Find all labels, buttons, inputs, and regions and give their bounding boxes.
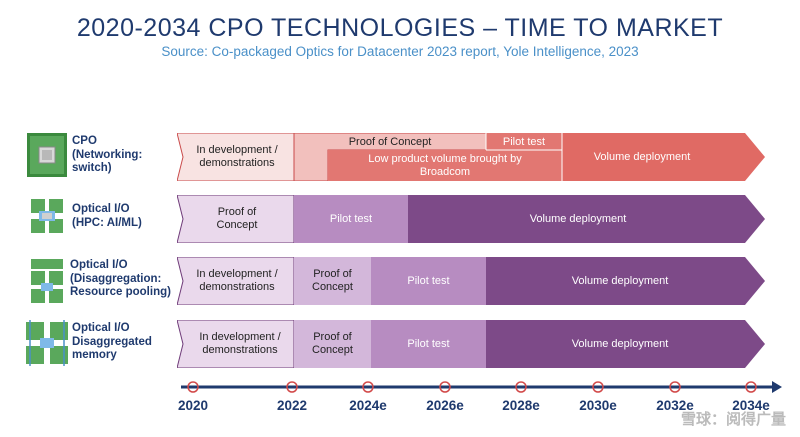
year-label: 2020 [177,398,209,413]
year-marker [745,381,757,393]
row-optical-io-disaggregation: Optical I/O (Disaggregation: Resource po… [0,257,800,305]
segment-proof-of-concept: Proof of Concept [312,331,353,356]
year-marker [187,381,199,393]
segment-volume-deployment: Volume deployment [571,337,669,350]
year-marker [362,381,374,393]
segment-proof-of-concept: Proof of Concept [312,268,353,293]
row-optical-io-memory: Optical I/O Disaggregated memory In deve… [0,320,800,368]
segment-pilot-test: Pilot test [502,135,546,148]
row-label-optical-io-memory: Optical I/O Disaggregated memory [72,322,152,361]
optical-io-memory-icon [24,320,70,366]
year-label: 2022 [276,398,308,413]
page-title: 2020-2034 CPO TECHNOLOGIES – TIME TO MAR… [76,14,724,42]
segment-pilot-test: Pilot test [329,212,373,225]
switch-chip-icon [27,133,67,177]
segment-volume-deployment: Volume deployment [529,212,627,225]
year-label: 2028e [502,398,540,413]
segment-in-development: In development / demonstrations [196,268,278,293]
year-label: 2026e [426,398,464,413]
timeline-arrow-cpo [177,133,765,181]
segment-proof-of-concept: Proof of Concept [348,135,432,148]
row-label-cpo: CPO (Networking: switch) [72,135,143,174]
year-marker [439,381,451,393]
segment-volume-deployment: Volume deployment [571,274,669,287]
segment-volume-deployment: Volume deployment [593,150,691,163]
timeline-arrow-optical-io-hpc [177,195,765,243]
segment-pilot-test: Pilot test [407,274,450,287]
row-cpo: CPO (Networking: switch) In development … [0,133,800,181]
page-subtitle: Source: Co-packaged Optics for Datacente… [161,44,639,59]
timeline-arrow-optical-io-disaggregation [177,257,765,305]
year-marker [592,381,604,393]
segment-low-volume-broadcom: Low product volume brought by Broadcom [368,153,522,178]
year-marker [669,381,681,393]
segment-in-development: In development / demonstrations [199,331,281,356]
row-optical-io-hpc: Optical I/O (HPC: AI/ML) Proof of Concep… [0,195,800,243]
year-marker [286,381,298,393]
optical-io-chip-icon [27,195,67,239]
row-label-optical-io-hpc: Optical I/O (HPC: AI/ML) [72,203,142,229]
row-label-optical-io-disaggregation: Optical I/O (Disaggregation: Resource po… [70,259,171,298]
year-marker [515,381,527,393]
watermark: 雪球：阅得广量 [680,411,786,428]
year-label: 2032e [656,398,694,413]
segment-proof-of-concept: Proof of Concept [216,206,258,231]
segment-in-development: In development / demonstrations [196,144,278,169]
year-label: 2034e [732,398,770,413]
timeline-axis [181,381,782,393]
timeline-arrow-optical-io-memory [177,320,765,368]
segment-pilot-test: Pilot test [407,337,450,350]
year-label: 2030e [579,398,617,413]
year-label: 2024e [349,398,387,413]
optical-io-pooling-icon [27,257,67,305]
